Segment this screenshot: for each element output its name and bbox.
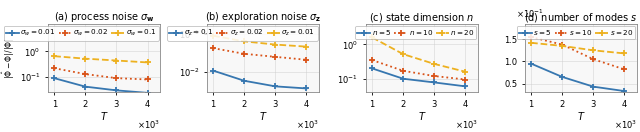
$n{=}20$ bbox=[431, 63, 438, 65]
$\sigma_w{=}0.01$ bbox=[81, 86, 89, 87]
Line: $s{=}5$: $s{=}5$ bbox=[527, 60, 628, 95]
$s{=}20$ bbox=[589, 50, 597, 51]
$n{=}5$ bbox=[431, 82, 438, 83]
$\sigma_w{=}0.01$ bbox=[143, 92, 151, 94]
Legend: $s{=}5$, $s{=}10$, $s{=}20$: $s{=}5$, $s{=}10$, $s{=}20$ bbox=[516, 26, 636, 39]
$s{=}20$ bbox=[527, 42, 535, 44]
$s{=}5$ bbox=[527, 63, 535, 64]
$\sigma_w{=}0.02$ bbox=[51, 67, 58, 69]
$\sigma_w{=}0.1$ bbox=[81, 58, 89, 59]
$\sigma_z{=}0.02$ bbox=[271, 56, 279, 58]
Line: $n{=}5$: $n{=}5$ bbox=[369, 65, 469, 90]
Line: $s{=}10$: $s{=}10$ bbox=[527, 34, 628, 73]
$\sigma_z{=}0.1$ bbox=[209, 70, 217, 71]
$\sigma_z{=}0.02$ bbox=[209, 47, 217, 49]
$n{=}5$ bbox=[368, 68, 376, 69]
$n{=}20$ bbox=[461, 71, 469, 72]
$s{=}10$ bbox=[558, 44, 566, 45]
$n{=}10$ bbox=[399, 70, 407, 72]
Text: $\times 10^{-1}$: $\times 10^{-1}$ bbox=[516, 7, 544, 20]
Text: $\times 10^3$: $\times 10^3$ bbox=[137, 119, 160, 131]
$n{=}10$ bbox=[431, 75, 438, 77]
$n{=}20$ bbox=[399, 53, 407, 55]
Line: $s{=}20$: $s{=}20$ bbox=[527, 39, 628, 57]
Line: $\sigma_w{=}0.02$: $\sigma_w{=}0.02$ bbox=[51, 65, 151, 83]
$n{=}10$ bbox=[368, 59, 376, 61]
$\sigma_w{=}0.1$ bbox=[113, 60, 120, 61]
Legend: $n{=}5$, $n{=}10$, $n{=}20$: $n{=}5$, $n{=}10$, $n{=}20$ bbox=[355, 26, 476, 39]
$\sigma_w{=}0.01$ bbox=[113, 90, 120, 91]
$s{=}10$ bbox=[589, 58, 597, 60]
$\sigma_w{=}0.02$ bbox=[113, 77, 120, 79]
Line: $\sigma_w{=}0.1$: $\sigma_w{=}0.1$ bbox=[51, 53, 151, 66]
$\sigma_z{=}0.1$ bbox=[271, 86, 279, 87]
$\sigma_w{=}0.02$ bbox=[81, 73, 89, 75]
$n{=}20$ bbox=[368, 37, 376, 38]
$s{=}5$ bbox=[558, 76, 566, 78]
$\sigma_z{=}0.01$ bbox=[271, 44, 279, 45]
Legend: $\sigma_z{=}0.1$, $\sigma_z{=}0.02$, $\sigma_z{=}0.01$: $\sigma_z{=}0.1$, $\sigma_z{=}0.02$, $\s… bbox=[167, 26, 317, 41]
$n{=}5$ bbox=[399, 78, 407, 80]
$s{=}10$ bbox=[621, 69, 628, 70]
Line: $n{=}20$: $n{=}20$ bbox=[369, 34, 469, 75]
Text: $\times 10^3$: $\times 10^3$ bbox=[296, 119, 319, 131]
Line: $\sigma_z{=}0.02$: $\sigma_z{=}0.02$ bbox=[210, 45, 310, 63]
$s{=}10$ bbox=[527, 36, 535, 38]
$s{=}20$ bbox=[621, 53, 628, 54]
X-axis label: $T$: $T$ bbox=[577, 110, 585, 122]
Line: $n{=}10$: $n{=}10$ bbox=[369, 57, 469, 83]
Line: $\sigma_z{=}0.01$: $\sigma_z{=}0.01$ bbox=[210, 32, 310, 50]
Title: (b) exploration noise $\sigma_{\mathbf{z}}$: (b) exploration noise $\sigma_{\mathbf{z… bbox=[205, 10, 321, 24]
$\sigma_z{=}0.02$ bbox=[241, 53, 248, 55]
$\sigma_w{=}0.1$ bbox=[51, 55, 58, 57]
$\sigma_w{=}0.1$ bbox=[143, 62, 151, 63]
Title: (a) process noise $\sigma_{\mathbf{w}}$: (a) process noise $\sigma_{\mathbf{w}}$ bbox=[54, 10, 154, 24]
$\sigma_z{=}0.01$ bbox=[241, 41, 248, 42]
Y-axis label: $|\hat{\Phi}-\Phi|/|\Phi|$: $|\hat{\Phi}-\Phi|/|\Phi|$ bbox=[1, 37, 17, 79]
$\sigma_z{=}0.1$ bbox=[303, 88, 310, 89]
$\sigma_z{=}0.02$ bbox=[303, 59, 310, 61]
Line: $\sigma_w{=}0.01$: $\sigma_w{=}0.01$ bbox=[51, 75, 151, 96]
$\sigma_z{=}0.01$ bbox=[209, 35, 217, 37]
$n{=}10$ bbox=[461, 79, 469, 80]
$\sigma_z{=}0.1$ bbox=[241, 80, 248, 82]
$s{=}20$ bbox=[558, 45, 566, 47]
X-axis label: $T$: $T$ bbox=[259, 110, 268, 122]
$\sigma_w{=}0.01$ bbox=[51, 77, 58, 79]
Legend: $\sigma_w{=}0.01$, $\sigma_w{=}0.02$, $\sigma_w{=}0.1$: $\sigma_w{=}0.01$, $\sigma_w{=}0.02$, $\… bbox=[4, 26, 159, 41]
Title: (c) state dimension $n$: (c) state dimension $n$ bbox=[369, 11, 474, 24]
$n{=}5$ bbox=[461, 86, 469, 87]
$\sigma_w{=}0.02$ bbox=[143, 79, 151, 80]
Title: (d) number of modes $s$: (d) number of modes $s$ bbox=[524, 11, 637, 24]
X-axis label: $T$: $T$ bbox=[417, 110, 426, 122]
Text: $\times 10^3$: $\times 10^3$ bbox=[614, 119, 637, 131]
Text: $\times 10^3$: $\times 10^3$ bbox=[455, 119, 478, 131]
X-axis label: $T$: $T$ bbox=[100, 110, 108, 122]
$s{=}5$ bbox=[589, 86, 597, 87]
$s{=}5$ bbox=[621, 90, 628, 92]
Line: $\sigma_z{=}0.1$: $\sigma_z{=}0.1$ bbox=[210, 67, 310, 92]
$\sigma_z{=}0.01$ bbox=[303, 46, 310, 47]
